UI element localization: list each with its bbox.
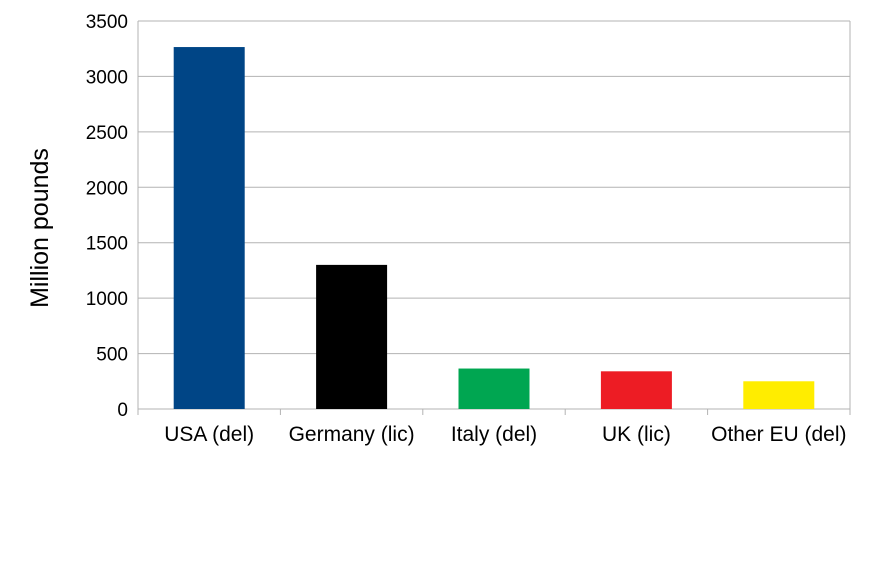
x-tick-label: Italy (del) [451, 423, 537, 446]
bar-2 [458, 368, 530, 409]
bar-0 [173, 47, 245, 410]
y-tick-label: 3500 [86, 12, 128, 33]
y-tick-label: 2500 [86, 123, 128, 144]
bars [173, 47, 815, 410]
gridlines [138, 20, 850, 410]
y-tick-label: 0 [117, 400, 128, 421]
y-tick-label: 1500 [86, 234, 128, 255]
y-tick-label: 500 [96, 345, 128, 366]
x-tick-label: Germany (lic) [289, 423, 415, 446]
x-tick-label: Other EU (del) [711, 423, 846, 446]
bar-1 [316, 264, 388, 409]
axes [137, 21, 851, 415]
bar-3 [600, 371, 672, 409]
y-axis-title: Million pounds [26, 148, 54, 308]
y-tick-labels: 0 500 1000 1500 2000 2500 3000 3500 [86, 12, 128, 421]
x-tick-labels: USA (del) Germany (lic) Italy (del) UK (lic… [164, 423, 846, 446]
y-tick-label: 3000 [86, 67, 128, 88]
y-tick-label: 1000 [86, 289, 128, 310]
x-tick-label: UK (lic) [602, 423, 671, 446]
y-tick-label: 2000 [86, 178, 128, 199]
x-tick-label: USA (del) [164, 423, 254, 446]
bar-4 [743, 381, 815, 409]
